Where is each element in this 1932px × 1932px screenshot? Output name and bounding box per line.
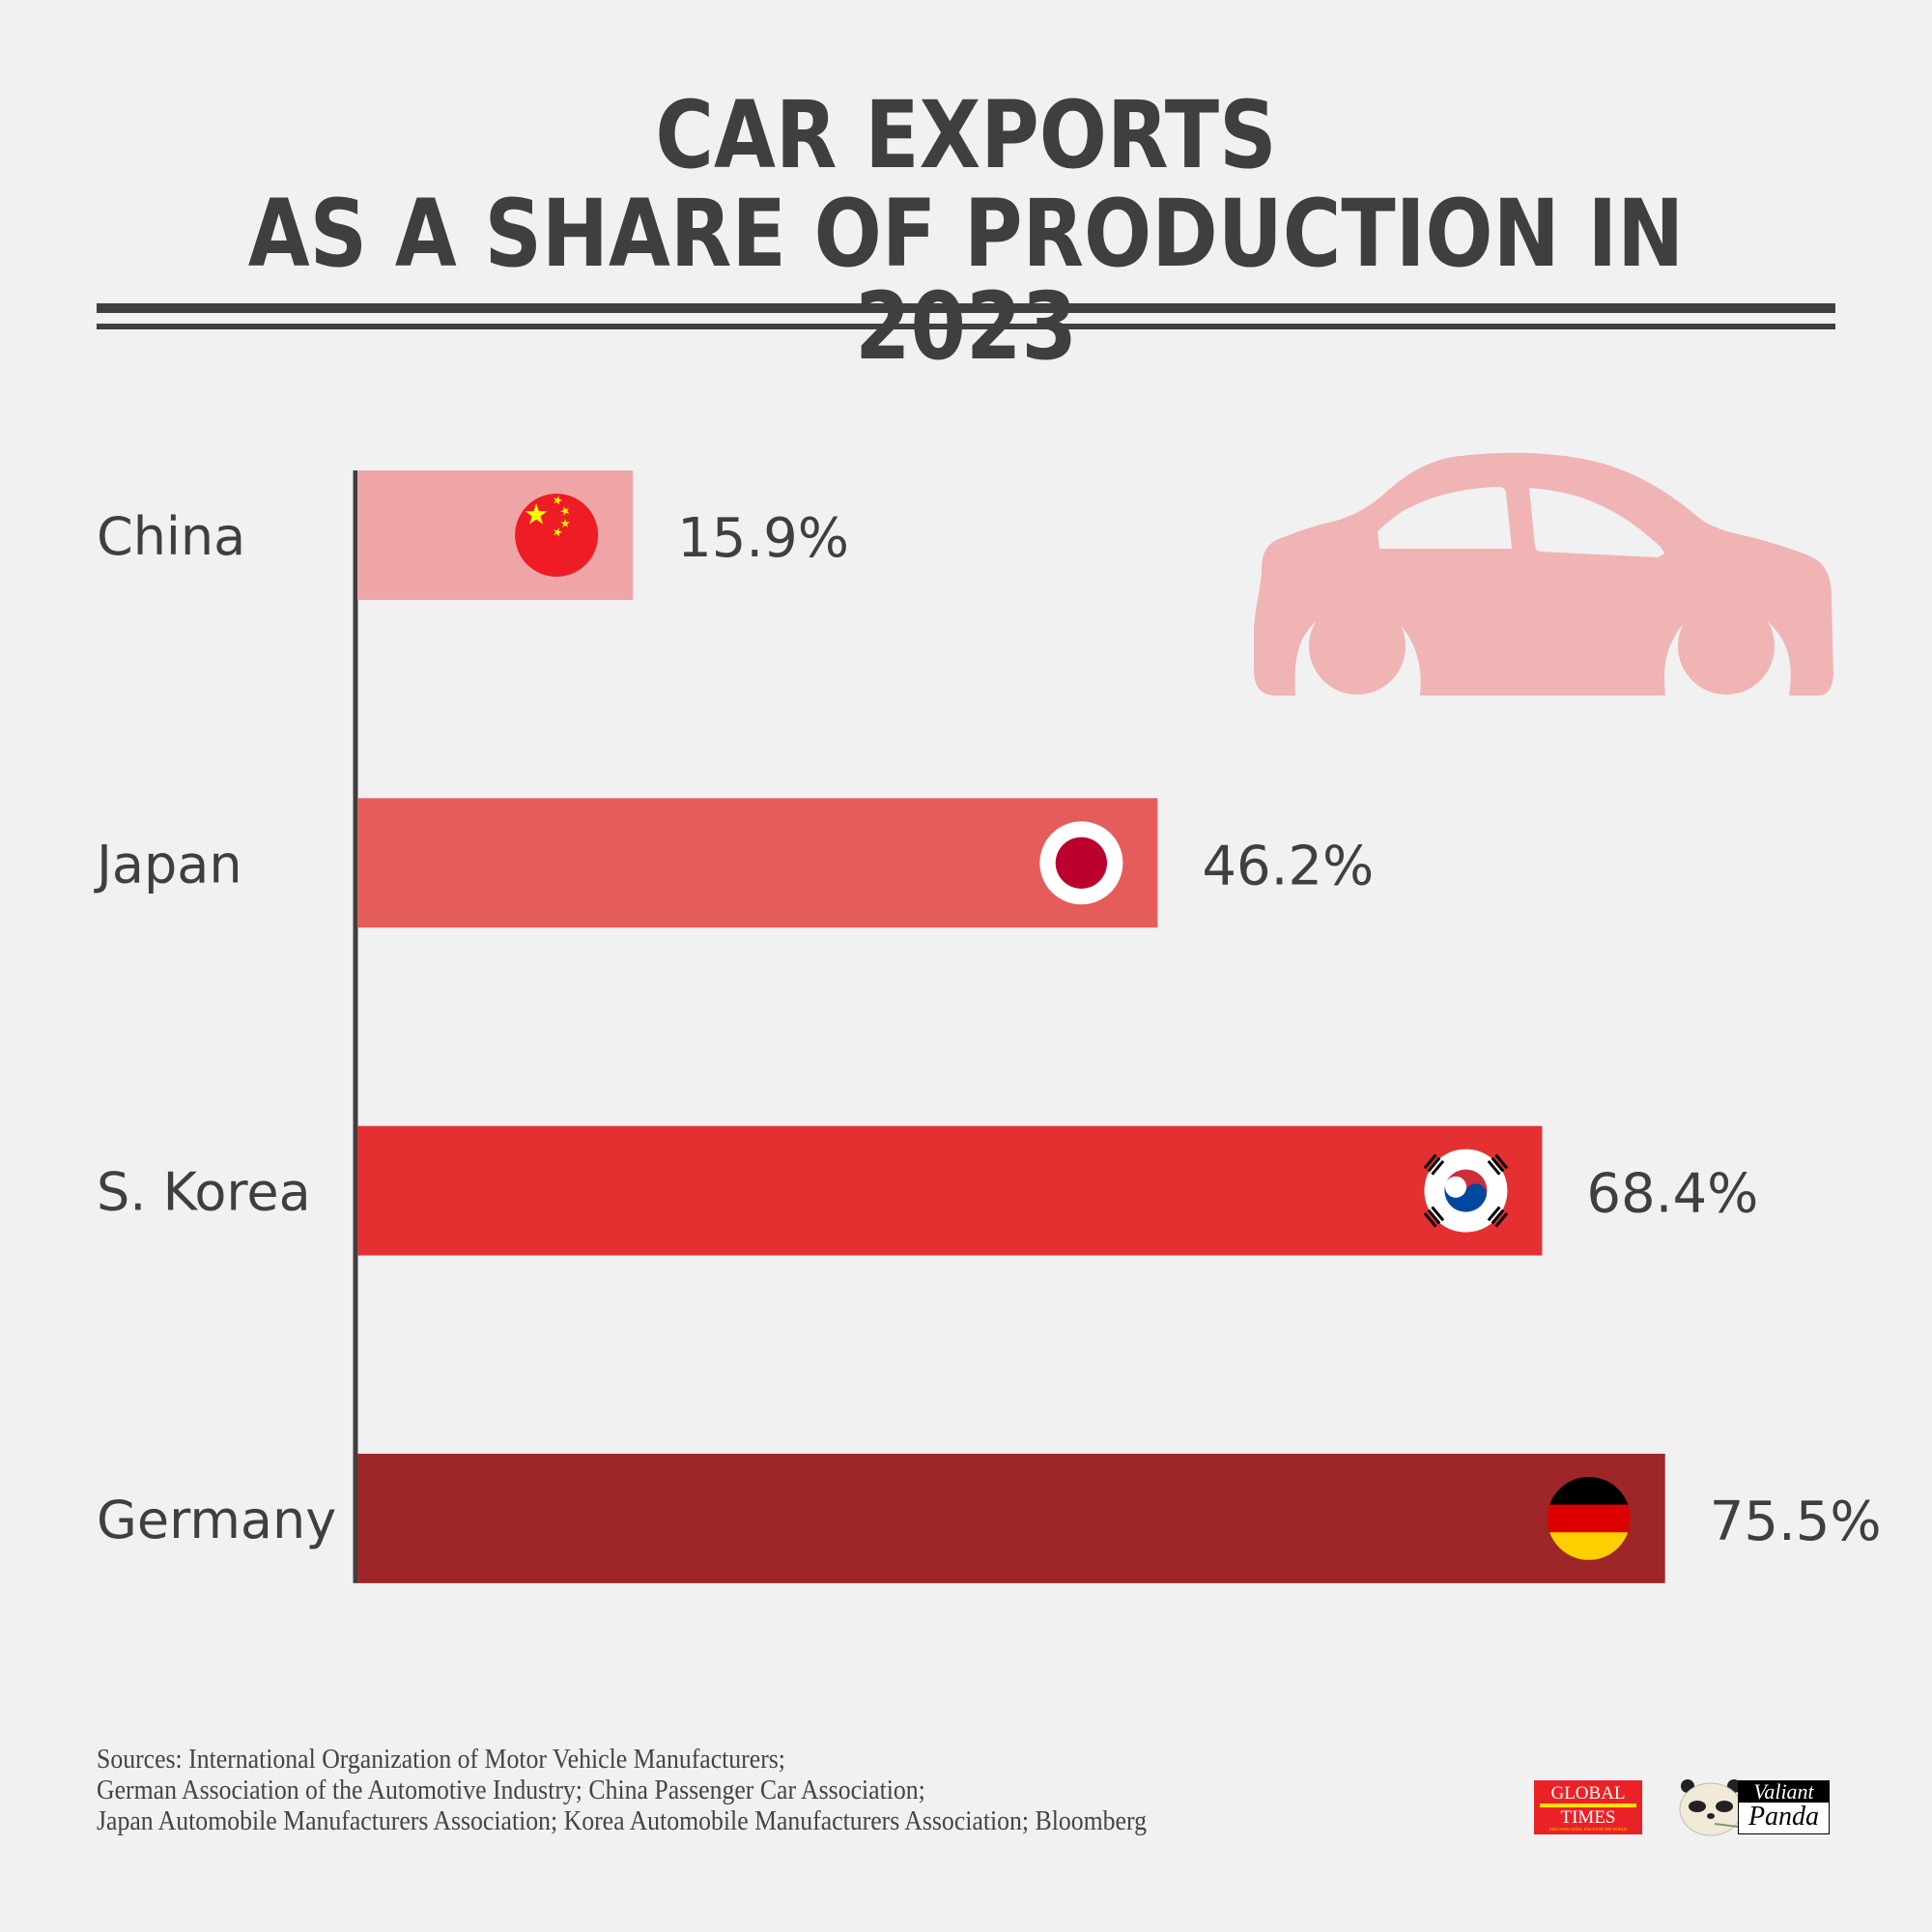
global-times-logo-divider	[1540, 1804, 1636, 1807]
car-window-rear	[1529, 488, 1664, 557]
bar-group: Japan 46.2%	[94, 798, 1374, 928]
value-label: 15.9%	[677, 507, 849, 570]
title-rule-thin	[97, 324, 1835, 329]
value-label: 46.2%	[1202, 835, 1374, 897]
title-rule-thick	[97, 303, 1835, 313]
category-label: Germany	[97, 1490, 336, 1550]
sources-line: German Association of the Automotive Ind…	[97, 1776, 925, 1805]
valiant-panda-wordmark: Valiant Panda	[1738, 1780, 1830, 1834]
car-body	[1254, 452, 1833, 696]
global-times-logo-tagline: DISCOVER CHINA, DISCOVER THE WORLD	[1549, 1827, 1627, 1832]
valiant-panda-logo: Valiant Panda	[1676, 1777, 1831, 1837]
panda-icon	[1679, 1779, 1747, 1836]
south-korea-flag	[1423, 1149, 1509, 1233]
category-label: Japan	[94, 834, 242, 895]
global-times-logo: GLOBAL TIMES DISCOVER CHINA, DISCOVER TH…	[1534, 1780, 1642, 1834]
global-times-logo-line1: GLOBAL	[1550, 1783, 1626, 1804]
value-label: 68.4%	[1586, 1163, 1758, 1226]
car-window-front	[1378, 487, 1512, 549]
germany-flag	[1547, 1476, 1631, 1560]
valiant-panda-line1: Valiant	[1739, 1781, 1829, 1803]
car-wheel-front	[1309, 598, 1406, 695]
bar	[357, 1453, 1665, 1583]
bar-group: China 15.9%	[97, 470, 849, 600]
chart-title-line-1: CAR EXPORTS	[655, 81, 1277, 189]
category-label: China	[97, 506, 245, 567]
bar	[357, 798, 1158, 928]
bar-group: S. Korea 68.4%	[97, 1125, 1758, 1256]
category-label: S. Korea	[97, 1162, 311, 1223]
sources-line: Japan Automobile Manufacturers Associati…	[97, 1806, 1147, 1836]
value-label: 75.5%	[1710, 1491, 1882, 1553]
sources-note: Sources: International Organization of M…	[97, 1745, 1237, 1837]
car-icon	[1254, 452, 1833, 696]
china-flag	[515, 494, 599, 577]
chart-title-line-2: AS A SHARE OF PRODUCTION IN 2023	[247, 180, 1685, 381]
valiant-panda-line2: Panda	[1747, 1802, 1820, 1832]
sources-line: Sources: International Organization of M…	[97, 1745, 785, 1775]
bar-group: Germany 75.5%	[97, 1453, 1882, 1583]
car-wheel-rear	[1678, 598, 1775, 695]
bar	[357, 1125, 1543, 1256]
global-times-logo-line2: TIMES	[1560, 1807, 1616, 1828]
japan-flag	[1039, 821, 1123, 905]
